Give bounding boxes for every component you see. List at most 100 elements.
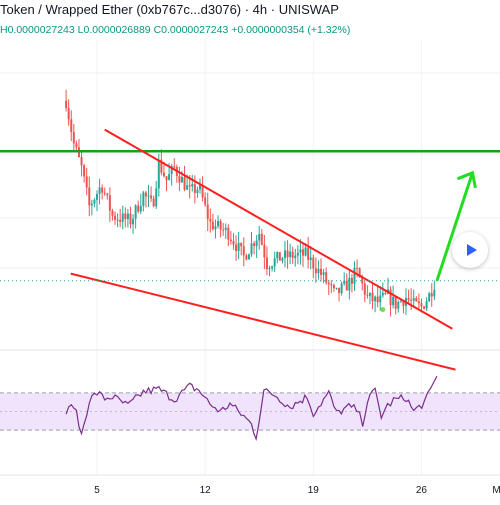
candle-down: [83, 165, 86, 177]
candle-down: [75, 143, 78, 148]
breakout-arrowhead: [456, 170, 477, 189]
candle-up: [147, 195, 150, 197]
candle-down: [345, 280, 348, 291]
grid: [0, 40, 500, 476]
candle-down: [80, 157, 83, 166]
candle-down: [245, 255, 248, 260]
candle-up: [309, 257, 312, 260]
candle-down: [111, 210, 114, 216]
candle-down: [222, 229, 225, 231]
candle-down: [165, 176, 168, 181]
candle-down: [389, 289, 392, 306]
rsi-line: [65, 375, 438, 442]
candle-down: [312, 257, 315, 269]
candle-up: [132, 218, 135, 225]
candle-up: [276, 252, 279, 259]
candle-down: [325, 272, 328, 283]
candle-down: [88, 187, 91, 206]
candle-down: [229, 239, 232, 242]
marker-dot: [380, 307, 386, 313]
candle-down: [183, 176, 186, 190]
candle-down: [361, 277, 364, 284]
wedge-lower-trendline: [70, 272, 456, 371]
candle-down: [263, 244, 266, 258]
candle-down: [417, 301, 420, 304]
x-tick-label: May: [492, 485, 500, 496]
candle-up: [271, 266, 274, 269]
candle-up: [255, 240, 258, 247]
candle-down: [65, 100, 68, 108]
candle-down: [144, 192, 147, 197]
candle-up: [191, 184, 194, 187]
candle-down: [350, 277, 353, 284]
wedge-upper-trendline: [104, 128, 453, 330]
candle-down: [358, 268, 361, 278]
candle-up: [399, 301, 402, 303]
candle-up: [126, 213, 129, 220]
candle-up: [299, 249, 302, 253]
candle-up: [180, 176, 183, 183]
candle-up: [268, 268, 271, 270]
chart-title: Token / Wrapped Ether (0xb767c...d3076) …: [0, 2, 339, 17]
candle-up: [283, 250, 286, 259]
candle-up: [368, 292, 371, 296]
candle-up: [374, 296, 377, 302]
candle-up: [93, 199, 96, 204]
candle-up: [116, 219, 119, 221]
candle-up: [250, 243, 253, 255]
candle-down: [307, 247, 310, 260]
candle-down: [291, 251, 294, 258]
candle-up: [281, 258, 284, 261]
candle-down: [227, 227, 230, 240]
ohlc-readout: H0.0000027243 L0.0000026889 C0.000002724…: [0, 24, 351, 36]
candlesticks: [65, 89, 436, 317]
candle-down: [72, 132, 75, 144]
candle-down: [85, 176, 88, 188]
candle-down: [242, 246, 245, 256]
candle-up: [237, 242, 240, 251]
candle-up: [289, 251, 292, 258]
candle-down: [376, 296, 379, 303]
candle-down: [129, 213, 132, 225]
candle-down: [327, 282, 330, 285]
candle-up: [134, 205, 137, 219]
candle-up: [121, 213, 124, 222]
candle-down: [70, 119, 73, 133]
candle-up: [139, 205, 142, 212]
candle-down: [265, 257, 268, 270]
candle-down: [188, 185, 191, 187]
candle-down: [152, 198, 155, 207]
candle-down: [124, 213, 127, 220]
candle-up: [170, 166, 173, 175]
breakout-arrow: [435, 172, 474, 282]
x-tick-label: 19: [308, 485, 320, 496]
candle-down: [209, 219, 212, 222]
candle-down: [160, 159, 163, 173]
candle-down: [106, 193, 109, 196]
x-tick-label: 26: [416, 485, 428, 496]
candle-up: [258, 233, 261, 241]
candle-up: [199, 185, 201, 190]
candle-up: [428, 293, 431, 302]
candle-up: [392, 296, 395, 306]
candle-down: [415, 298, 418, 302]
candle-up: [379, 295, 382, 303]
candle-up: [304, 247, 307, 256]
candle-down: [204, 197, 207, 205]
candle-up: [294, 255, 297, 258]
candle-down: [423, 306, 426, 309]
candle-down: [302, 249, 304, 256]
candle-down: [384, 292, 387, 294]
play-button[interactable]: [452, 232, 488, 268]
candle-down: [119, 219, 122, 222]
candle-up: [98, 187, 101, 194]
candle-down: [371, 292, 374, 302]
candle-down: [253, 243, 256, 247]
candle-up: [217, 221, 220, 227]
candle-down: [137, 205, 140, 212]
candle-up: [186, 185, 189, 190]
candle-up: [90, 203, 93, 206]
candle-down: [240, 242, 243, 247]
candle-up: [397, 301, 400, 309]
